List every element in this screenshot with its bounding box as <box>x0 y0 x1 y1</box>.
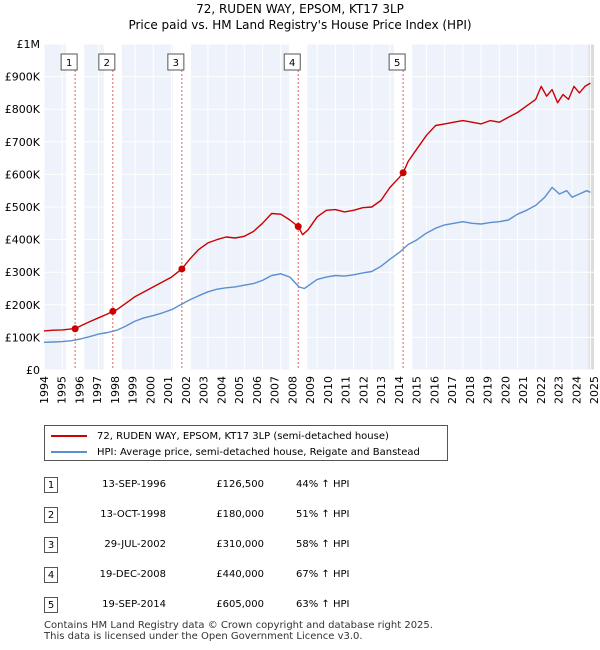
x-tick-label: 2025 <box>588 376 600 404</box>
table-row: 2 13-OCT-1998 £180,000 51% ↑ HPI <box>44 507 564 525</box>
sale-label-text: 2 <box>104 58 110 69</box>
x-tick-label: 2020 <box>499 376 512 404</box>
sale-marker <box>109 307 117 315</box>
sale-date: 19-DEC-2008 <box>99 569 166 580</box>
sale-date: 13-OCT-1998 <box>100 509 166 520</box>
x-tick-label: 2007 <box>269 376 282 404</box>
x-tick-label: 2016 <box>428 376 441 404</box>
x-tick-label: 2017 <box>446 376 459 404</box>
sale-label-text: 4 <box>289 58 295 69</box>
legend-swatch-property <box>51 435 87 437</box>
chart: 72, RUDEN WAY, EPSOM, KT17 3LP Price pai… <box>5 2 600 404</box>
footer-copyright: Contains HM Land Registry data © Crown c… <box>44 620 433 631</box>
sale-price: £440,000 <box>216 569 264 580</box>
sale-marker <box>399 169 407 177</box>
legend-swatch-hpi <box>51 451 87 453</box>
x-tick-label: 1996 <box>73 376 86 404</box>
sale-marker <box>294 223 302 231</box>
x-tick-label: 1994 <box>38 376 51 404</box>
sale-hpi-change: 58% ↑ HPI <box>296 539 350 550</box>
x-tick-label: 1995 <box>56 376 69 404</box>
x-tick-label: 1998 <box>109 376 122 404</box>
x-tick-label: 2004 <box>215 376 228 404</box>
property-price-line <box>43 82 591 332</box>
legend-label-property: 72, RUDEN WAY, EPSOM, KT17 3LP (semi-det… <box>97 430 389 442</box>
x-tick-label: 2003 <box>198 376 211 404</box>
y-tick-label: £200K <box>5 299 41 312</box>
table-row: 1 13-SEP-1996 £126,500 44% ↑ HPI <box>44 477 564 495</box>
sale-label-text: 5 <box>394 58 400 69</box>
x-tick-label: 2022 <box>535 376 548 404</box>
sale-date: 13-SEP-1996 <box>102 479 166 490</box>
sale-label-box <box>283 53 301 71</box>
x-tick-label: 2014 <box>393 376 406 404</box>
sale-number-badge: 4 <box>44 567 58 583</box>
legend-label-hpi: HPI: Average price, semi-detached house,… <box>97 446 420 458</box>
table-row: 3 29-JUL-2002 £310,000 58% ↑ HPI <box>44 537 564 555</box>
x-tick-label: 2009 <box>304 376 317 404</box>
sale-label-box <box>60 53 78 71</box>
x-tick-label: 2006 <box>251 376 264 404</box>
y-tick-label: £700K <box>5 136 41 149</box>
footer: Contains HM Land Registry data © Crown c… <box>44 620 433 642</box>
y-tick-label: £0 <box>26 364 40 377</box>
sale-hpi-change: 67% ↑ HPI <box>296 569 350 580</box>
chart-subtitle: Price paid vs. HM Land Registry's House … <box>128 18 471 32</box>
sale-price: £180,000 <box>216 509 264 520</box>
x-tick-label: 1997 <box>91 376 104 404</box>
table-row: 4 19-DEC-2008 £440,000 67% ↑ HPI <box>44 567 564 585</box>
sale-number-badge: 3 <box>44 537 58 553</box>
x-tick-label: 2008 <box>286 376 299 404</box>
chart-title: 72, RUDEN WAY, EPSOM, KT17 3LP <box>196 2 404 16</box>
sale-marker <box>71 325 79 333</box>
y-tick-label: £900K <box>5 71 41 84</box>
x-tick-label: 2001 <box>162 376 175 404</box>
x-tick-label: 2015 <box>411 376 424 404</box>
sale-price: £126,500 <box>216 479 264 490</box>
sale-price: £310,000 <box>216 539 264 550</box>
x-tick-label: 2013 <box>375 376 388 404</box>
sale-price: £605,000 <box>216 599 264 610</box>
sale-hpi-change: 44% ↑ HPI <box>296 479 350 490</box>
x-tick-label: 2019 <box>482 376 495 404</box>
y-tick-label: £800K <box>5 103 41 116</box>
sale-label-box <box>98 53 116 71</box>
y-tick-label: £600K <box>5 168 41 181</box>
sale-marker <box>178 265 186 273</box>
footer-licence: This data is licensed under the Open Gov… <box>44 631 363 642</box>
sale-number-badge: 1 <box>44 477 58 493</box>
x-tick-label: 1999 <box>127 376 140 404</box>
x-tick-label: 2018 <box>464 376 477 404</box>
sale-number-badge: 5 <box>44 597 58 613</box>
sale-date: 29-JUL-2002 <box>104 539 166 550</box>
y-tick-label: £100K <box>5 331 41 344</box>
y-tick-label: £1M <box>17 38 41 51</box>
x-tick-label: 2023 <box>553 376 566 404</box>
sale-label-box <box>167 53 185 71</box>
x-tick-label: 2000 <box>144 376 157 404</box>
y-tick-label: £400K <box>5 234 41 247</box>
legend-item-property: 72, RUDEN WAY, EPSOM, KT17 3LP (semi-det… <box>51 428 389 444</box>
x-tick-label: 2002 <box>180 376 193 404</box>
hpi-line <box>43 186 591 343</box>
x-tick-label: 2012 <box>357 376 370 404</box>
x-tick-label: 2010 <box>322 376 335 404</box>
legend-item-hpi: HPI: Average price, semi-detached house,… <box>51 444 420 460</box>
y-tick-label: £300K <box>5 266 41 279</box>
legend: 72, RUDEN WAY, EPSOM, KT17 3LP (semi-det… <box>44 425 448 461</box>
sale-date: 19-SEP-2014 <box>102 599 166 610</box>
x-tick-label: 2011 <box>340 376 353 404</box>
y-tick-label: £500K <box>5 201 41 214</box>
sale-label-box <box>388 53 406 71</box>
sale-hpi-change: 63% ↑ HPI <box>296 599 350 610</box>
x-tick-label: 2024 <box>570 376 583 404</box>
sale-label-text: 3 <box>173 58 179 69</box>
sale-label-text: 1 <box>66 58 72 69</box>
sale-hpi-change: 51% ↑ HPI <box>296 509 350 520</box>
table-row: 5 19-SEP-2014 £605,000 63% ↑ HPI <box>44 597 564 615</box>
x-tick-label: 2005 <box>233 376 246 404</box>
x-tick-label: 2021 <box>517 376 530 404</box>
sale-number-badge: 2 <box>44 507 58 523</box>
